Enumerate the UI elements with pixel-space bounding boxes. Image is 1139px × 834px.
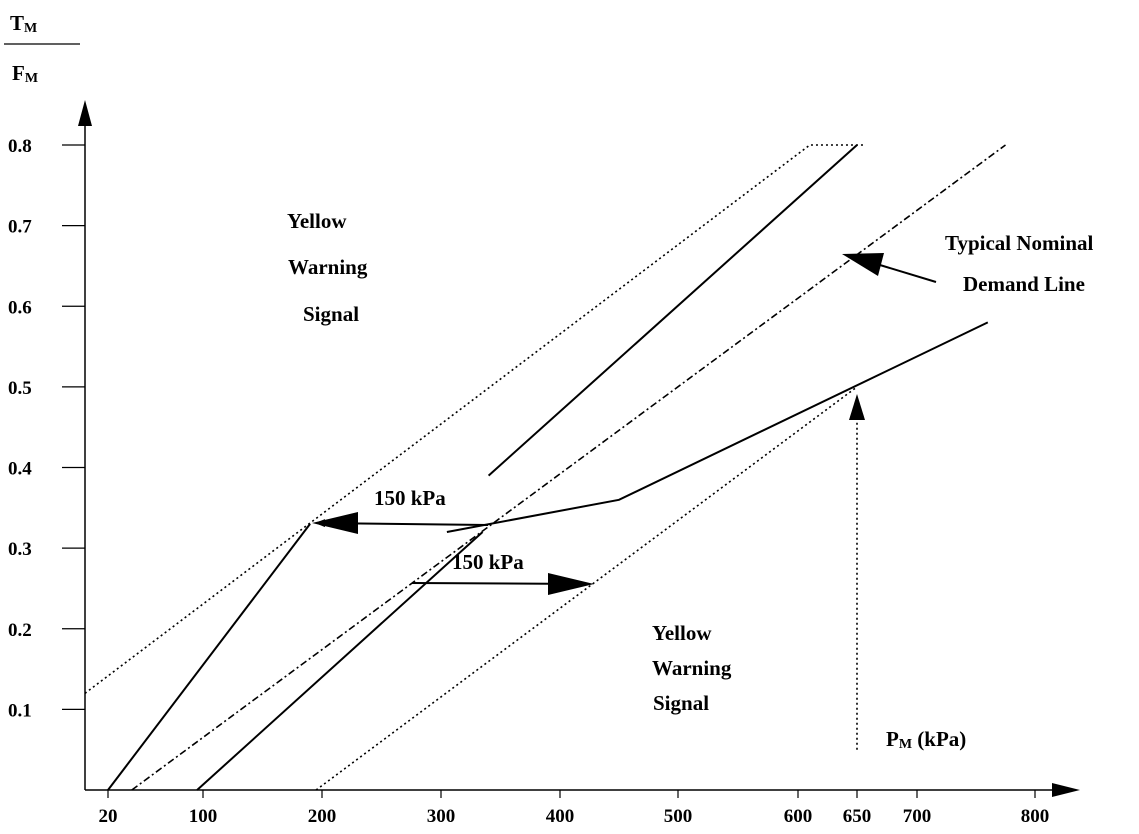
annotation-line: Typical Nominal <box>945 231 1094 255</box>
x-tick-label: 500 <box>664 806 693 827</box>
y-tick-label: 0.2 <box>8 620 32 641</box>
series-line-solid <box>446 321 989 533</box>
annotation-line: Warning <box>288 255 368 279</box>
y-tick-label: 0.7 <box>8 217 32 238</box>
x-axis-arrowhead <box>1052 783 1080 797</box>
annotation-arrows <box>312 253 937 595</box>
series-line-solid <box>487 144 858 477</box>
y-label-numerator: TM <box>10 11 37 36</box>
yellow-warning-lower-label: Yellow Warning Signal <box>652 621 732 715</box>
annotation-line: Signal <box>303 302 359 326</box>
series-line-solid <box>107 523 311 791</box>
nominal-line-arrowhead <box>842 253 884 276</box>
annotation-line: Yellow <box>287 209 347 233</box>
y-tick-label: 0.1 <box>8 700 32 721</box>
annotation-line: Demand Line <box>963 272 1085 296</box>
x-tick-label: 650 <box>843 806 872 827</box>
upper-150kpa-arrowhead <box>312 512 358 534</box>
nominal-line-arrow <box>869 261 937 283</box>
typical-nominal-demand-label: Typical Nominal Demand Line <box>945 231 1094 296</box>
yellow-warning-upper-label: Yellow Warning Signal <box>287 209 368 326</box>
lower-150kpa-arrowhead <box>548 573 594 595</box>
y-tick-label: 0.4 <box>8 459 32 480</box>
x-tick-label: 400 <box>546 806 575 827</box>
annotation-line: Signal <box>653 691 709 715</box>
y-label-denominator: FM <box>12 61 38 86</box>
y-axis-arrowhead <box>78 100 92 126</box>
x-axis-label: PM (kPa) <box>886 727 966 752</box>
x-tick-label: 100 <box>189 806 218 827</box>
annotation-line: Yellow <box>652 621 712 645</box>
x-ticks: 20 100 200 300 400 500 600 650 700 800 <box>99 790 1050 827</box>
x-tick-label: 800 <box>1021 806 1050 827</box>
pressure-label-upper: 150 kPa <box>374 486 446 510</box>
y-tick-label: 0.6 <box>8 297 32 318</box>
y-tick-label: 0.8 <box>8 136 32 157</box>
x-tick-label: 200 <box>308 806 337 827</box>
y-ticks: 0.1 0.2 0.3 0.4 0.5 0.6 0.7 0.8 <box>8 136 85 721</box>
series-line-dotted <box>84 144 863 694</box>
y-tick-label: 0.5 <box>8 378 32 399</box>
pressure-label-lower: 150 kPa <box>452 550 524 574</box>
y-tick-label: 0.3 <box>8 539 32 560</box>
series-line-solid <box>196 531 484 791</box>
series-layer <box>84 144 1006 791</box>
650-marker-arrowhead <box>849 394 865 420</box>
axes <box>78 100 1080 797</box>
y-axis-label: TM FM <box>4 11 80 86</box>
series-line-dotted <box>315 386 858 791</box>
x-tick-label: 600 <box>784 806 813 827</box>
x-tick-label: 300 <box>427 806 456 827</box>
x-tick-label: 700 <box>903 806 932 827</box>
x-tick-label: 20 <box>99 806 118 827</box>
series-line-dashdot <box>131 144 1006 791</box>
annotation-line: Warning <box>652 656 732 680</box>
